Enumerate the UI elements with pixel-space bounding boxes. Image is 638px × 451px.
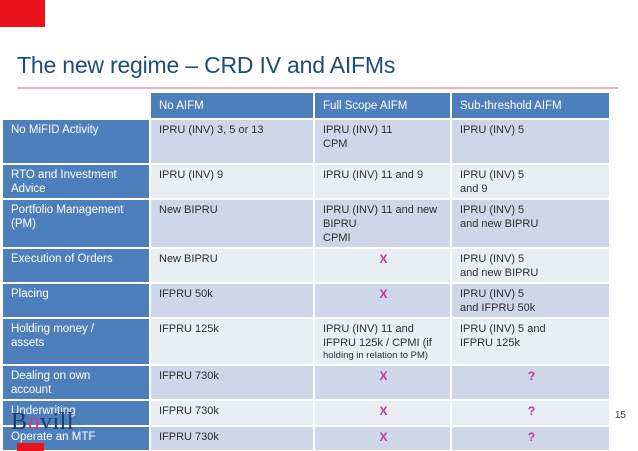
row-label-cell: Underwriting xyxy=(3,401,149,425)
table-cell: IPRU (INV) 9 xyxy=(151,165,313,198)
status-mark-cell: X xyxy=(315,366,450,399)
table-body: No MiFID Activity IPRU (INV) 3, 5 or 13 IP… xyxy=(3,120,609,450)
row-label-cell: No MiFID Activity xyxy=(3,120,149,163)
table-cell: IPRU (INV) 11 and new BIPRU CPMI xyxy=(315,200,450,247)
table-cell: IPRU (INV) 11 and 9 xyxy=(315,165,450,198)
table-cell: IFPRU 730k xyxy=(151,366,313,399)
table-row: Execution of Orders New BIPRU X IPRU (INV) … xyxy=(3,249,609,282)
table-row: Underwriting IFPRU 730k X? xyxy=(3,401,609,425)
page-number: 15 xyxy=(614,410,626,421)
column-header: No AIFM xyxy=(151,93,313,118)
column-header: Sub-threshold AIFM xyxy=(452,93,609,118)
row-label-cell: Placing xyxy=(3,284,149,317)
row-label-cell: RTO and Investment Advice xyxy=(3,165,149,198)
table-cell: IPRU (INV) 5 and new BIPRU xyxy=(452,249,609,282)
table-row: Portfolio Management (PM) New BIPRU IPRU (I… xyxy=(3,200,609,247)
status-mark-cell: X xyxy=(315,427,450,450)
status-mark-cell: ? xyxy=(452,427,609,450)
table-cell: New BIPRU xyxy=(151,200,313,247)
status-mark-cell: ? xyxy=(452,401,609,425)
table-cell: New BIPRU xyxy=(151,249,313,282)
header-corner-cell xyxy=(3,93,149,118)
status-mark-cell: ? xyxy=(452,366,609,399)
table-cell: IPRU (INV) 5 and IFPRU 125k xyxy=(452,319,609,364)
status-mark-cell: X xyxy=(315,401,450,425)
title-underline xyxy=(17,87,618,89)
row-label-cell: Portfolio Management (PM) xyxy=(3,200,149,247)
slide-title: The new regime – CRD IV and AIFMs xyxy=(17,52,396,78)
row-label-cell: Execution of Orders xyxy=(3,249,149,282)
logo-letter: B xyxy=(11,409,28,435)
table-cell: IPRU (INV) 5 and IFPRU 50k xyxy=(452,284,609,317)
table-row: Dealing on own account IFPRU 730k X? xyxy=(3,366,609,399)
column-header: Full Scope AIFM xyxy=(315,93,450,118)
table-cell: IPRU (INV) 11 and IFPRU 125k / CPMI (if ho… xyxy=(315,319,450,364)
status-mark-cell: X xyxy=(315,249,450,282)
table-cell: IPRU (INV) 5 and new BIPRU xyxy=(452,200,609,247)
table-row: Operate an MTF IFPRU 730k X? xyxy=(3,427,609,450)
bovill-logo: Bovill xyxy=(11,409,74,436)
red-accent-block-bottom xyxy=(17,443,44,451)
table-cell: IFPRU 730k xyxy=(151,401,313,425)
regime-comparison-table: No AIFM Full Scope AIFM Sub-threshold AIFM… xyxy=(1,91,611,451)
table-row: RTO and Investment Advice IPRU (INV) 9 IPRU… xyxy=(3,165,609,198)
table-row: No MiFID Activity IPRU (INV) 3, 5 or 13 IP… xyxy=(3,120,609,163)
table-cell: IPRU (INV) 11 CPM xyxy=(315,120,450,163)
table-cell: IPRU (INV) 5 and 9 xyxy=(452,165,609,198)
table-cell: IFPRU 50k xyxy=(151,284,313,317)
logo-letter-o: o xyxy=(27,409,41,435)
logo-letters: vill xyxy=(40,409,75,435)
status-mark-cell: X xyxy=(315,284,450,317)
table-cell: IPRU (INV) 3, 5 or 13 xyxy=(151,120,313,163)
red-accent-block-top xyxy=(0,0,45,27)
table-row: Placing IFPRU 50k X IPRU (INV) 5 and IFPRU 5… xyxy=(3,284,609,317)
table-cell: IPRU (INV) 5 xyxy=(452,120,609,163)
table-cell: IFPRU 730k xyxy=(151,427,313,450)
table-row: Holding money / assets IFPRU 125k IPRU (INV… xyxy=(3,319,609,364)
table-cell: IFPRU 125k xyxy=(151,319,313,364)
row-label-cell: Dealing on own account xyxy=(3,366,149,399)
table-header-row: No AIFM Full Scope AIFM Sub-threshold AIFM xyxy=(3,93,609,118)
row-label-cell: Holding money / assets xyxy=(3,319,149,364)
